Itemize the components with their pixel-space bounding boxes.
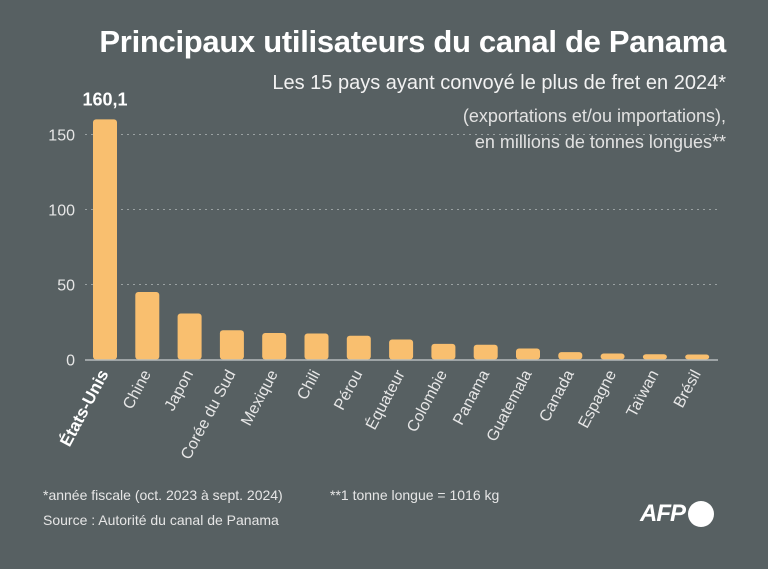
x-tick-label: Taïwan	[624, 367, 663, 420]
bar-1	[135, 292, 160, 360]
source-text: Source : Autorité du canal de Panama	[43, 512, 279, 528]
y-tick-label: 0	[66, 353, 75, 370]
afp-logo: AFP	[640, 500, 714, 528]
chart-subtitle-line2: (exportations et/ou importations),	[462, 106, 726, 126]
x-tick-label: Guatemala	[484, 367, 536, 444]
chart-subtitle: Les 15 pays ayant convoyé le plus de fre…	[272, 72, 726, 94]
bar-8	[431, 343, 456, 360]
y-tick-label: 100	[48, 203, 75, 220]
bar-6	[346, 335, 371, 360]
bar-14	[685, 354, 710, 360]
x-tick-label: Canada	[537, 367, 578, 425]
y-tick-label: 150	[48, 128, 75, 145]
x-tick-label: Équateur	[361, 366, 409, 433]
footnote-long-ton: **1 tonne longue = 1016 kg	[330, 487, 500, 503]
x-tick-label: Espagne	[575, 367, 620, 431]
bar-12	[600, 353, 625, 360]
bar-11	[558, 352, 583, 360]
bar-5	[304, 333, 329, 360]
x-tick-label: Chine	[120, 367, 155, 412]
bar-3	[219, 330, 244, 360]
x-tick-label: Mexique	[238, 367, 281, 428]
x-tick-label: États-Unis	[56, 366, 112, 449]
x-tick-label: Pérou	[331, 367, 366, 413]
bar-2	[177, 313, 202, 360]
bar-13	[642, 354, 667, 360]
bar-0	[93, 119, 117, 360]
chart-subtitle-line3: en millions de tonnes longues**	[474, 132, 726, 152]
chart-title: Principaux utilisateurs du canal de Pana…	[99, 24, 726, 59]
x-tick-label: Brésil	[671, 367, 705, 410]
x-tick-label: Panama	[450, 367, 493, 428]
bar-9	[473, 344, 498, 360]
data-label: 160,1	[82, 89, 127, 109]
footnote-fiscal-year: *année fiscale (oct. 2023 à sept. 2024)	[43, 487, 283, 503]
bar-4	[262, 332, 287, 360]
x-tick-label: Japon	[162, 367, 197, 413]
bar-7	[389, 339, 414, 360]
bar-10	[516, 348, 540, 360]
y-tick-label: 50	[57, 278, 75, 295]
x-tick-label: Chili	[294, 367, 324, 402]
x-tick-label: Colombie	[404, 367, 451, 435]
